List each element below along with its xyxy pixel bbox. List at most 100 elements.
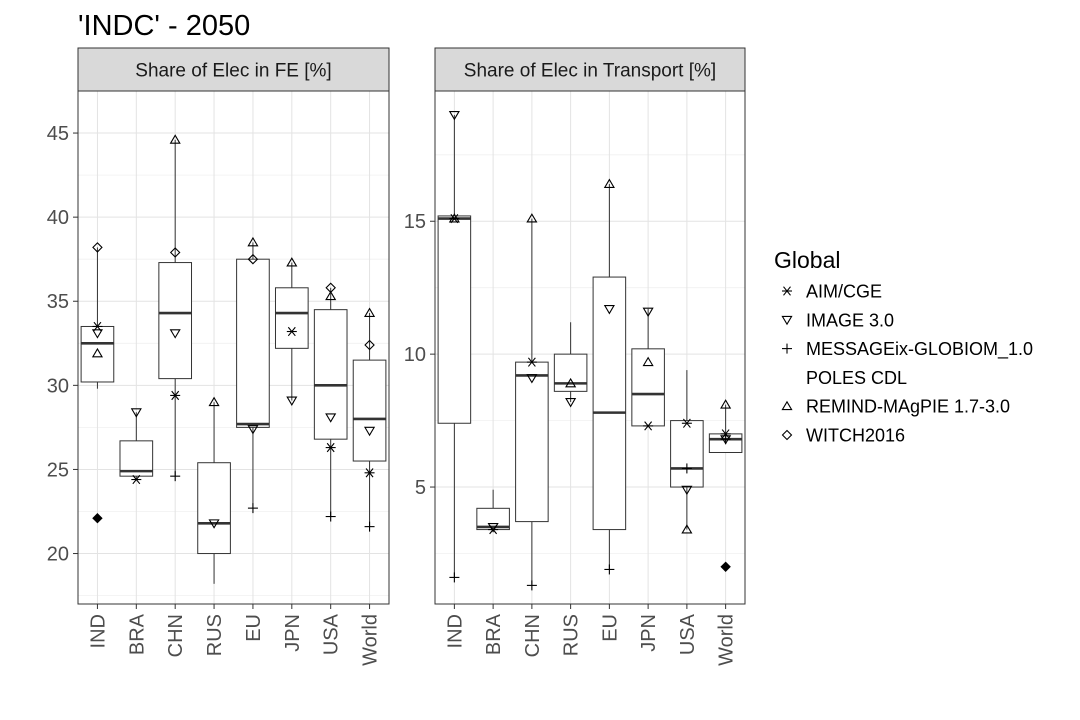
x-tick-label: EU: [243, 614, 265, 642]
data-point: [325, 442, 336, 453]
y-tick-label: 40: [47, 207, 69, 229]
data-point: [603, 178, 615, 188]
chart-panels: Share of Elec in FE [%] 20 25 30 35 40 45 IND BR…: [47, 47, 746, 666]
y-tick-label: 5: [415, 477, 426, 499]
data-point: [642, 307, 654, 318]
box-iqr: [553, 353, 588, 392]
box-CHN: [515, 218, 549, 586]
data-point: [526, 580, 537, 591]
data-point: [642, 356, 654, 367]
data-point: [364, 468, 375, 478]
data-point: [364, 521, 375, 532]
data-point: [325, 290, 337, 301]
data-point: [526, 357, 537, 367]
data-point: [449, 572, 460, 583]
box-iqr: [631, 348, 665, 427]
x-tick-label: JPN: [282, 614, 304, 652]
legend-label: MESSAGEix-GLOBIOM_1.0: [806, 339, 1033, 360]
legend-item: POLES CDL: [806, 368, 907, 388]
data-point: [92, 242, 103, 253]
legend-label: POLES CDL: [806, 368, 907, 388]
box-RUS: [197, 402, 231, 584]
legend-key-triangle-up-icon: [781, 400, 793, 411]
legend: Global AIM/CGE IMAGE 3.0 MESSAGEix-GLOBIOM…: [774, 247, 1033, 446]
x-tick-label: World: [360, 614, 382, 666]
y-tick-label: 35: [47, 291, 69, 313]
data-point: [526, 213, 538, 223]
box-iqr: [313, 309, 348, 440]
data-point: [247, 236, 259, 247]
box-USA: [670, 370, 704, 530]
data-point: [681, 463, 692, 474]
legend-items: AIM/CGE IMAGE 3.0 MESSAGEix-GLOBIOM_1.0 POL…: [781, 282, 1033, 446]
box-World: [352, 313, 387, 527]
box-iqr: [197, 462, 231, 555]
box-JPN: [274, 262, 309, 401]
data-point: [565, 377, 577, 388]
box-iqr: [236, 258, 270, 428]
data-point: [364, 339, 375, 351]
outlier-point: [720, 561, 731, 572]
data-point: [363, 307, 376, 317]
data-point: [448, 213, 460, 223]
data-point: [720, 429, 731, 439]
box-EU: [592, 184, 627, 570]
data-point: [130, 408, 142, 418]
model-points: [91, 134, 376, 532]
data-point: [170, 390, 181, 401]
x-tick-label: IND: [87, 614, 109, 648]
facet-strip: [434, 47, 746, 92]
y-tick-label: 10: [404, 344, 426, 366]
data-point: [325, 282, 336, 294]
box-iqr: [352, 359, 387, 462]
data-point: [681, 485, 693, 496]
box-iqr: [515, 361, 549, 523]
box-RUS: [553, 322, 588, 402]
data-point: [247, 425, 259, 435]
model-points: [448, 110, 732, 591]
box-iqr: [592, 276, 627, 531]
data-point: [286, 396, 298, 406]
y-tick-label: 25: [47, 459, 69, 481]
data-point: [208, 396, 220, 407]
x-tick-label: EU: [599, 614, 621, 642]
data-point: [91, 347, 104, 358]
x-tick-label: RUS: [204, 614, 226, 656]
y-tick-label: 45: [47, 123, 69, 145]
box-USA: [313, 287, 348, 517]
legend-title: Global: [774, 247, 840, 273]
legend-key-asterisk-icon: [782, 286, 792, 296]
legend-label: REMIND-MAgPIE 1.7-3.0: [806, 397, 1010, 417]
box-iqr: [437, 215, 472, 424]
box-IND: [437, 114, 472, 578]
data-point: [448, 110, 460, 121]
data-point: [247, 503, 258, 514]
x-tick-label: USA: [677, 613, 699, 655]
legend-item: REMIND-MAgPIE 1.7-3.0: [781, 397, 1010, 417]
legend-item: WITCH2016: [781, 426, 905, 446]
data-point: [325, 511, 336, 522]
data-point: [720, 399, 732, 409]
legend-key-triangle-down-icon: [781, 315, 793, 326]
data-point: [681, 418, 692, 428]
x-tick-label: World: [716, 614, 738, 666]
x-tick-label: BRA: [126, 613, 148, 655]
panel-2: Share of Elec in Transport [%] 5 10 15 IND BR…: [404, 47, 746, 666]
y-tick-label: 20: [47, 544, 69, 566]
data-point: [363, 426, 376, 437]
box-iqr: [80, 325, 115, 383]
data-point: [247, 253, 259, 265]
y-tick-label: 15: [404, 211, 426, 233]
box-CHN: [158, 139, 193, 477]
data-point: [604, 564, 615, 575]
box-iqr: [670, 420, 704, 488]
box-BRA: [119, 412, 154, 480]
box-iqr: [158, 262, 193, 380]
data-point: [208, 519, 220, 529]
data-point: [170, 471, 181, 482]
x-tick-label: JPN: [638, 614, 660, 652]
data-point: [643, 421, 654, 431]
box-iqr: [274, 287, 309, 349]
x-tick-label: CHN: [522, 614, 544, 657]
data-point: [487, 522, 499, 533]
